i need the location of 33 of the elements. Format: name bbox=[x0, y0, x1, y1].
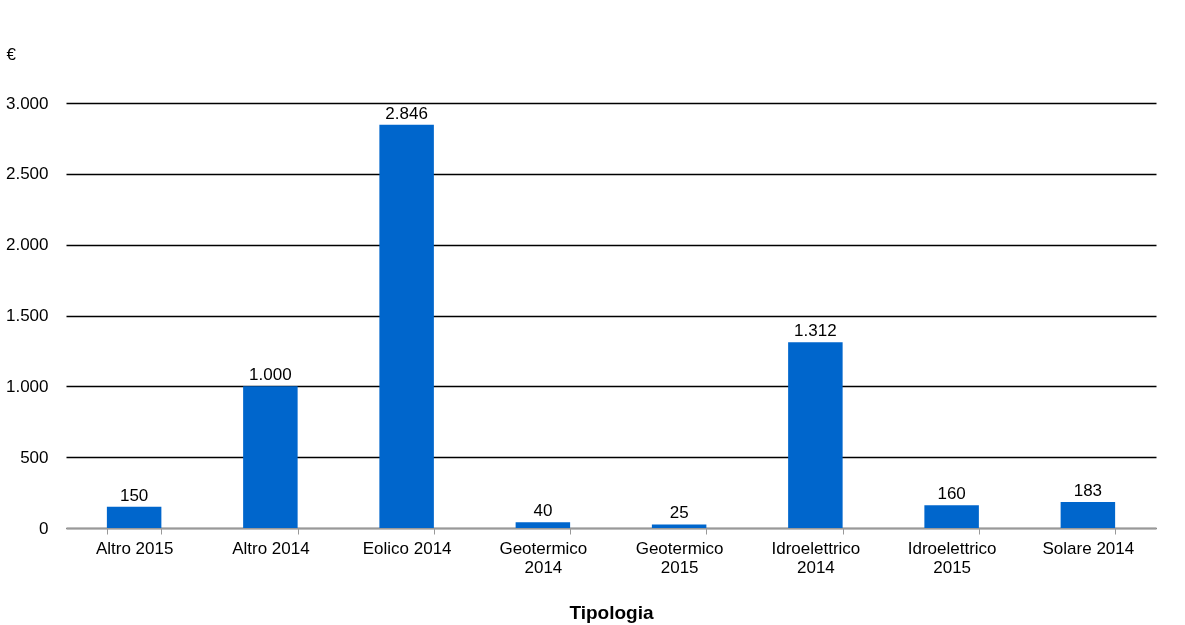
y-tick-label: 0 bbox=[39, 518, 49, 538]
x-tick-label: Altro 2014 bbox=[232, 538, 310, 558]
y-tick-label: 500 bbox=[20, 447, 49, 467]
y-axis-title: € bbox=[6, 44, 17, 64]
x-axis-title: Tipologia bbox=[569, 601, 654, 623]
x-tick-label: Eolico 2014 bbox=[362, 538, 452, 558]
data-label: 160 bbox=[937, 484, 966, 504]
bar bbox=[515, 522, 571, 528]
data-label: 183 bbox=[1073, 481, 1103, 501]
y-tick-label: 2.500 bbox=[5, 164, 49, 184]
y-tick-label: 1.000 bbox=[5, 376, 49, 396]
data-label: 25 bbox=[669, 503, 689, 523]
x-tick-label: Geotermico 2014 bbox=[499, 538, 588, 577]
x-tick-label: Geotermico 2015 bbox=[635, 538, 724, 577]
y-tick-label: 3.000 bbox=[5, 93, 49, 113]
bar bbox=[924, 505, 979, 528]
data-label: 150 bbox=[119, 485, 149, 505]
bar bbox=[379, 124, 434, 528]
bar bbox=[1060, 502, 1116, 528]
x-tick-label: Idroelettrico 2014 bbox=[771, 538, 861, 577]
bar bbox=[651, 524, 707, 528]
data-label: 1.312 bbox=[794, 321, 837, 341]
bar bbox=[243, 386, 298, 528]
y-tick-label: 1.500 bbox=[5, 306, 49, 325]
bar bbox=[788, 342, 843, 528]
x-tick-label: Altro 2015 bbox=[95, 538, 174, 558]
data-label: 40 bbox=[533, 501, 553, 521]
y-tick-label: 2.000 bbox=[5, 235, 49, 255]
data-label: 1.000 bbox=[249, 365, 292, 385]
data-label: 2.846 bbox=[385, 103, 428, 123]
x-tick-label: Idroelettrico 2015 bbox=[907, 538, 997, 577]
x-tick-label: Solare 2014 bbox=[1042, 538, 1135, 558]
bar bbox=[106, 506, 162, 528]
